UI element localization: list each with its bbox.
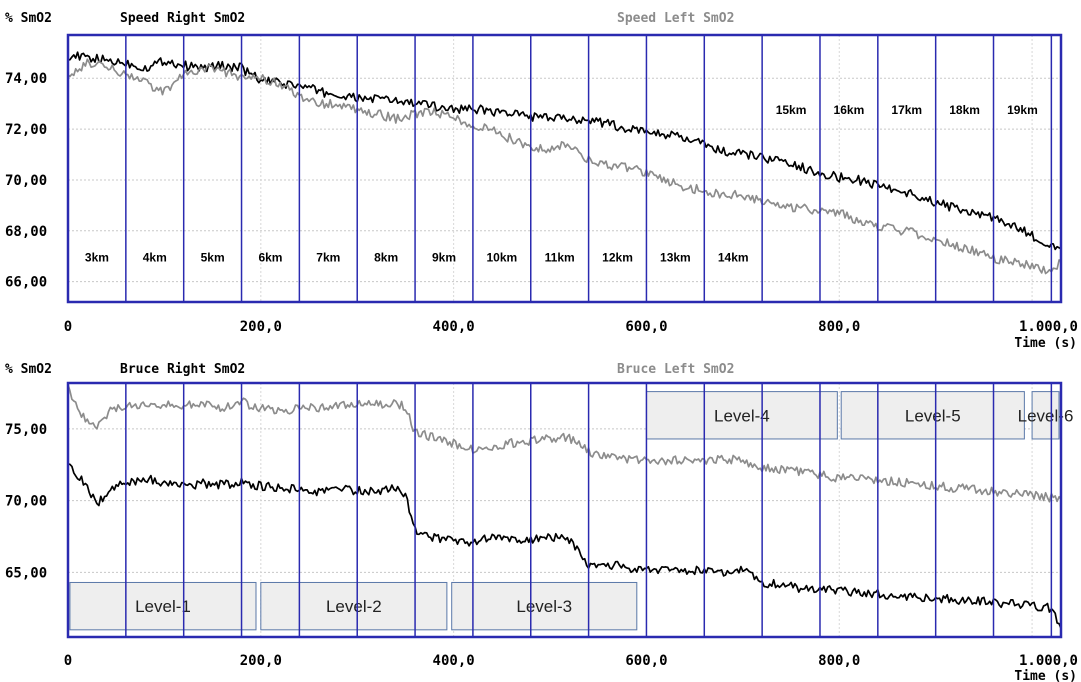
bruce-level-box-3 <box>451 581 638 631</box>
speed-ytick-label: 74,00 <box>5 71 47 87</box>
speed-xtick-label: 400,0 <box>433 319 475 335</box>
speed-segment-label-16km: 16km <box>834 103 865 117</box>
speed-segment-label-8km: 8km <box>374 250 398 264</box>
speed-ytick-label: 68,00 <box>5 224 47 240</box>
bruce-ytick-label: 65,00 <box>5 565 47 581</box>
speed-ytick-label: 72,00 <box>5 122 47 138</box>
speed-segment-label-10km: 10km <box>486 250 517 264</box>
speed-segment-label-9km: 9km <box>432 250 456 264</box>
bruce-legend-left: Bruce Left SmO2 <box>617 362 734 377</box>
speed-series-line-right <box>67 51 1062 251</box>
speed-segment-label-18km: 18km <box>949 103 980 117</box>
bruce-series-line-left <box>67 384 1062 503</box>
speed-xtick-label: 800,0 <box>818 319 860 335</box>
bruce-level-label-3: Level-3 <box>516 597 572 616</box>
bruce-ytick-label: 75,00 <box>5 422 47 438</box>
bruce-xlabel: Time (s) <box>1014 669 1077 682</box>
bruce-xtick-label: 200,0 <box>240 653 282 669</box>
speed-xlabel: Time (s) <box>1014 336 1077 351</box>
speed-segment-label-4km: 4km <box>143 250 167 264</box>
bruce-xtick-label: 800,0 <box>818 653 860 669</box>
bruce-level-box-4 <box>645 391 838 440</box>
bruce-xtick-label: 600,0 <box>625 653 667 669</box>
speed-segment-label-15km: 15km <box>776 103 807 117</box>
bruce-plot-frame <box>66 381 1063 639</box>
speed-ytick-label: 70,00 <box>5 173 47 189</box>
bruce-xtick-label: 0 <box>64 653 72 669</box>
speed-plot-frame <box>66 33 1063 304</box>
speed-segment-label-3km: 3km <box>85 250 109 264</box>
speed-segment-label-13km: 13km <box>660 250 691 264</box>
bruce-level-box-6 <box>1031 391 1060 440</box>
bruce-xtick-label: 400,0 <box>433 653 475 669</box>
bruce-ylabel: % SmO2 <box>5 362 52 377</box>
bruce-xtick-label: 1.000,0 <box>1019 653 1078 669</box>
speed-series-line-left <box>67 58 1062 275</box>
speed-chart-panel: % SmO2 Speed Right SmO2 Speed Left SmO2 … <box>5 11 1078 351</box>
bruce-level-label-6: Level-6 <box>1018 406 1074 425</box>
speed-xtick-label: 0 <box>64 319 72 335</box>
speed-xtick-label: 600,0 <box>625 319 667 335</box>
speed-segment-label-6km: 6km <box>258 250 282 264</box>
speed-segment-label-5km: 5km <box>201 250 225 264</box>
bruce-level-box-1 <box>69 581 257 631</box>
speed-xtick-label: 1.000,0 <box>1019 319 1078 335</box>
speed-segment-label-19km: 19km <box>1007 103 1038 117</box>
bruce-series-line-right <box>67 463 1062 629</box>
speed-segment-label-7km: 7km <box>316 250 340 264</box>
bruce-level-label-4: Level-4 <box>714 406 770 425</box>
bruce-level-label-2: Level-2 <box>326 597 382 616</box>
speed-segment-label-11km: 11km <box>545 250 575 264</box>
speed-legend-left: Speed Left SmO2 <box>617 11 734 26</box>
bruce-legend-right: Bruce Right SmO2 <box>120 362 245 377</box>
speed-ytick-label: 66,00 <box>5 275 47 291</box>
speed-xtick-label: 200,0 <box>240 319 282 335</box>
bruce-level-label-1: Level-1 <box>135 597 191 616</box>
speed-ylabel: % SmO2 <box>5 11 52 26</box>
bruce-ytick-label: 70,00 <box>5 494 47 510</box>
bruce-level-label-5: Level-5 <box>905 406 961 425</box>
speed-segment-label-17km: 17km <box>891 103 922 117</box>
bruce-level-box-2 <box>260 581 448 631</box>
speed-plot-area <box>68 35 1061 302</box>
bruce-chart-panel: % SmO2 Bruce Right SmO2 Bruce Left SmO2 … <box>5 362 1078 682</box>
speed-legend-right: Speed Right SmO2 <box>120 11 245 26</box>
speed-segment-label-12km: 12km <box>602 250 633 264</box>
speed-segment-label-14km: 14km <box>718 250 749 264</box>
